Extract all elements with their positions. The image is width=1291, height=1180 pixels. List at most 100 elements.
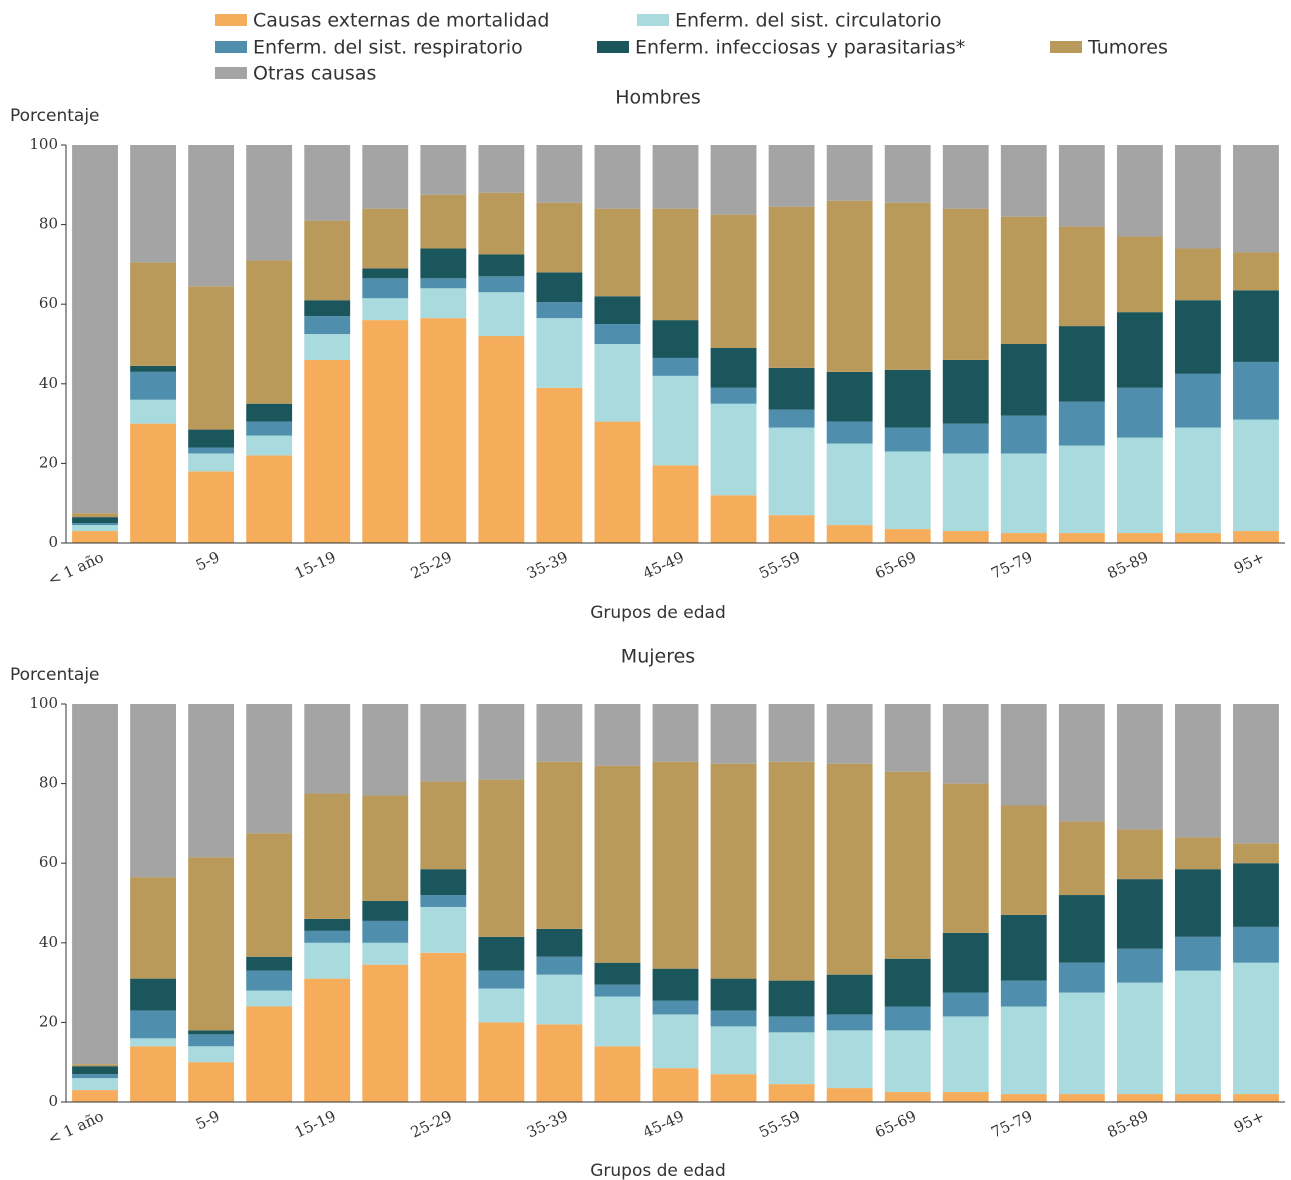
bar-segment xyxy=(304,145,351,221)
bar-segment xyxy=(188,286,235,430)
legend-label: Enferm. del sist. circulatorio xyxy=(675,10,941,32)
bar-segment xyxy=(1000,344,1047,416)
bar-segment xyxy=(1233,704,1279,844)
bar-segment xyxy=(246,455,293,543)
bar-segment xyxy=(304,918,351,931)
bar-segment xyxy=(188,1046,235,1063)
bar-segment xyxy=(188,471,235,543)
bar-segment xyxy=(1233,863,1279,927)
bar-segment xyxy=(478,292,525,337)
bar-segment xyxy=(652,465,699,543)
bar-segment xyxy=(652,761,699,969)
bar-segment xyxy=(884,369,931,428)
bar-segment xyxy=(478,192,525,255)
y-tick-label: 80 xyxy=(39,774,58,792)
bar-segment xyxy=(1233,531,1279,543)
bar-segment xyxy=(768,980,815,1017)
bar-segment xyxy=(942,992,989,1017)
bar-segment xyxy=(362,920,409,943)
bar-segment xyxy=(594,765,641,963)
legend-label: Enferm. del sist. respiratorio xyxy=(253,37,523,59)
bar-segment xyxy=(594,962,641,985)
bar-segment xyxy=(942,208,989,360)
x-axis-label: Grupos de edad xyxy=(590,1161,726,1180)
bar-segment xyxy=(652,375,699,466)
bar-segment xyxy=(246,1006,293,1102)
bar-segment xyxy=(710,347,757,388)
bar-segment xyxy=(478,704,525,780)
bar-segment xyxy=(768,427,815,516)
bar-segment xyxy=(710,704,757,764)
bar-segment xyxy=(420,248,467,279)
bar-segment xyxy=(826,443,873,526)
bar-segment xyxy=(478,145,525,193)
bar-segment xyxy=(884,1006,931,1031)
x-tick-label: 55-59 xyxy=(756,1107,803,1142)
bar-segment xyxy=(420,278,467,289)
bar-segment xyxy=(130,1010,177,1039)
bar-segment xyxy=(420,288,467,319)
bar-segment xyxy=(304,300,351,317)
bar-segment xyxy=(768,1016,815,1033)
y-tick-label: 0 xyxy=(48,1092,58,1110)
bar-segment xyxy=(884,1030,931,1093)
bar-segment xyxy=(72,1064,118,1067)
y-tick-label: 20 xyxy=(39,1012,58,1030)
y-tick-label: 100 xyxy=(29,694,58,712)
bar-segment xyxy=(304,704,351,794)
bar-segment xyxy=(652,320,699,358)
bar-segment xyxy=(1000,145,1047,217)
bar-segment xyxy=(420,952,467,1102)
bar-segment xyxy=(1116,982,1163,1095)
bar-segment xyxy=(1000,415,1047,454)
bar-segment xyxy=(72,704,118,1065)
bar-segment xyxy=(942,783,989,933)
bar-segment xyxy=(1058,445,1105,534)
bar-segment xyxy=(1000,914,1047,981)
bar-segment xyxy=(72,145,118,514)
bar-segment xyxy=(652,968,699,1001)
bar-segment xyxy=(710,403,757,496)
bar-segment xyxy=(362,298,409,321)
bar-segment xyxy=(304,942,351,979)
bar-segment xyxy=(72,1078,118,1091)
bar-segment xyxy=(478,336,525,543)
bar-segment xyxy=(884,145,931,203)
bar-segment xyxy=(478,970,525,989)
bar-segment xyxy=(362,145,409,209)
legend-label: Otras causas xyxy=(253,63,376,85)
chart-title: Hombres xyxy=(615,87,700,109)
bar-segment xyxy=(246,704,293,834)
x-tick-label: 95+ xyxy=(1231,1107,1267,1137)
bar-segment xyxy=(826,525,873,543)
bar-segment xyxy=(1058,145,1105,227)
bar-segment xyxy=(246,435,293,456)
bar-segment xyxy=(1233,290,1279,362)
x-tick-label: < 1 año xyxy=(45,1107,106,1148)
bar-segment xyxy=(710,763,757,979)
bar-segment xyxy=(188,447,235,454)
x-tick-label: 15-19 xyxy=(292,1107,339,1142)
bar-segment xyxy=(942,1092,989,1102)
x-tick-label: 85-89 xyxy=(1104,548,1151,583)
bar-segment xyxy=(1000,805,1047,915)
bar-segment xyxy=(884,771,931,959)
bar-segment xyxy=(826,371,873,422)
bar-segment xyxy=(1058,326,1105,402)
bar-segment xyxy=(1233,1094,1279,1102)
bar-segment xyxy=(1174,837,1221,870)
bar-segment xyxy=(826,1088,873,1102)
bar-segment xyxy=(188,1062,235,1102)
bar-segment xyxy=(1116,312,1163,388)
x-tick-label: 15-19 xyxy=(292,548,339,583)
bar-segment xyxy=(130,978,177,1011)
x-tick-label: 25-29 xyxy=(408,1107,455,1142)
y-axis-label: Porcentaje xyxy=(10,106,100,126)
bar-segment xyxy=(1233,361,1279,420)
bar-segment xyxy=(594,704,641,766)
bar-segment xyxy=(1233,926,1279,963)
bar-segment xyxy=(1174,970,1221,1095)
bar-segment xyxy=(710,387,757,404)
bar-segment xyxy=(594,296,641,325)
bar-segment xyxy=(1233,419,1279,532)
